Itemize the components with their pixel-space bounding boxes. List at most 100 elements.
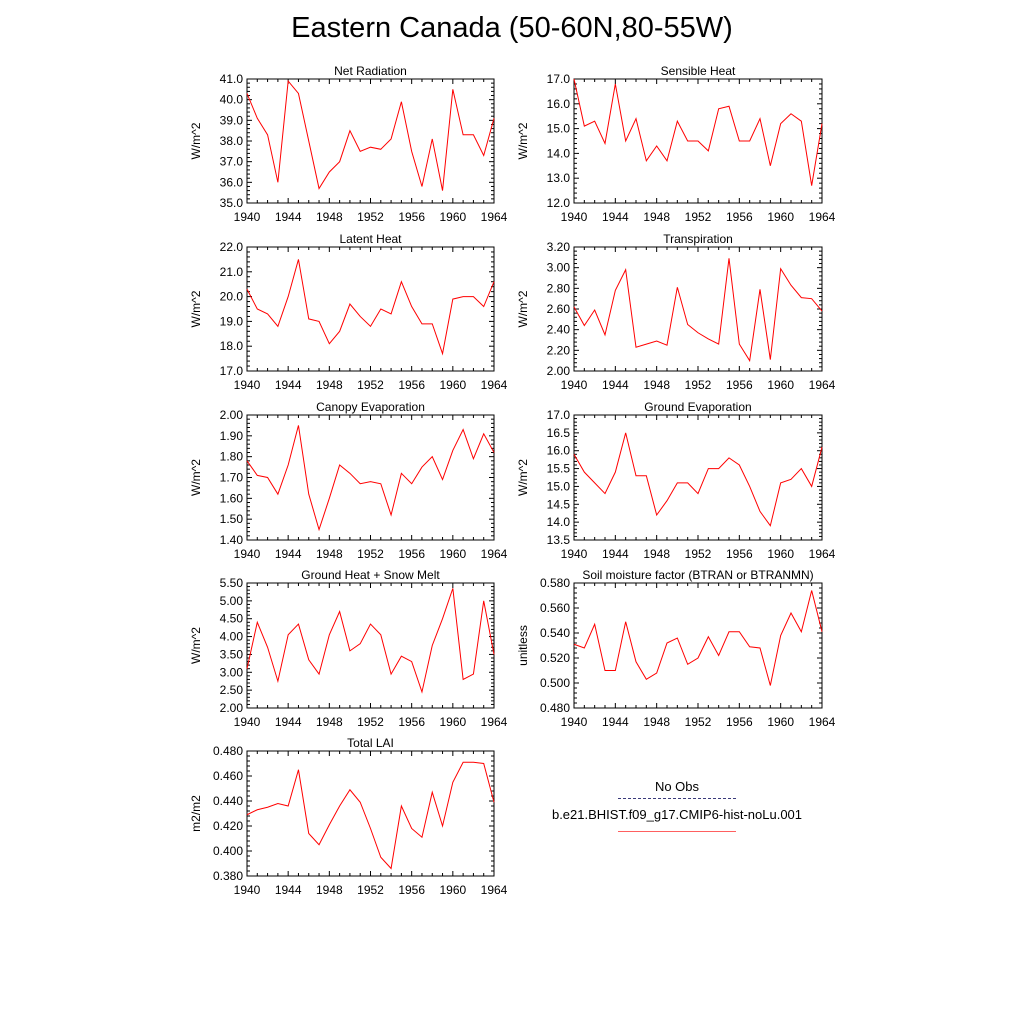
x-tick-label: 1960 — [439, 378, 466, 392]
x-tick-label: 1940 — [561, 715, 588, 729]
series-line-1 — [573, 258, 823, 363]
y-tick-label: 15.0 — [547, 122, 571, 136]
y-tick-label: 17.0 — [547, 72, 571, 86]
x-tick-label: 1964 — [481, 883, 508, 897]
panel-title: Latent Heat — [339, 232, 402, 246]
y-axis-label: W/m^2 — [189, 290, 203, 327]
y-tick-label: 0.520 — [540, 651, 570, 665]
x-tick-label: 1940 — [561, 378, 588, 392]
x-tick-label: 1948 — [316, 210, 343, 224]
x-tick-label: 1944 — [602, 715, 629, 729]
series-line-1 — [246, 425, 495, 532]
legend-obs-label: No Obs — [654, 779, 700, 794]
plot-frame — [573, 582, 823, 709]
x-tick-label: 1960 — [767, 547, 794, 561]
x-tick-label: 1952 — [685, 547, 712, 561]
y-tick-label: 2.60 — [547, 302, 571, 316]
y-tick-label: 16.5 — [547, 426, 571, 440]
x-tick-label: 1948 — [643, 715, 670, 729]
y-axis-label: W/m^2 — [189, 122, 203, 159]
figure-title: Eastern Canada (50-60N,80-55W) — [291, 12, 733, 44]
x-tick-label: 1940 — [234, 210, 261, 224]
y-tick-label: 20.0 — [220, 290, 244, 304]
panel-title: Net Radiation — [334, 64, 407, 78]
legend-obs-line — [618, 798, 736, 799]
y-tick-label: 0.500 — [540, 676, 570, 690]
y-tick-label: 36.0 — [220, 175, 244, 189]
y-tick-label: 4.50 — [220, 612, 244, 626]
x-tick-label: 1944 — [275, 378, 302, 392]
x-tick-label: 1940 — [234, 715, 261, 729]
panel-title: Total LAI — [347, 736, 394, 750]
y-tick-label: 40.0 — [220, 93, 244, 107]
y-tick-label: 18.0 — [220, 339, 244, 353]
legend: No Obs b.e21.BHIST.f09_g17.CMIP6-hist-no… — [512, 775, 842, 832]
chart-panel-2: Sensible Heat W/m^2 12.0 13.0 14.0 15.0 16.0 17… — [516, 64, 836, 224]
x-tick-label: 1964 — [481, 547, 508, 561]
y-tick-label: 19.0 — [220, 314, 244, 328]
chart-panel-8: Soil moisture factor (BTRAN or BTRANMN) u… — [516, 568, 836, 729]
x-tick-label: 1948 — [316, 378, 343, 392]
y-tick-label: 41.0 — [220, 72, 244, 86]
x-tick-label: 1952 — [357, 883, 384, 897]
x-tick-label: 1940 — [234, 547, 261, 561]
y-axis-label: W/m^2 — [516, 459, 530, 496]
y-tick-label: 2.00 — [547, 364, 571, 378]
y-tick-label: 37.0 — [220, 155, 244, 169]
y-tick-label: 0.380 — [213, 869, 243, 883]
x-tick-label: 1960 — [439, 715, 466, 729]
y-axis-label: unitless — [516, 625, 530, 666]
y-tick-label: 17.0 — [220, 364, 244, 378]
y-tick-label: 13.5 — [547, 533, 571, 547]
legend-model-label: b.e21.BHIST.f09_g17.CMIP6-hist-noLu.001 — [551, 807, 803, 822]
y-tick-label: 4.00 — [220, 630, 244, 644]
y-tick-label: 1.80 — [220, 450, 244, 464]
x-tick-label: 1960 — [767, 378, 794, 392]
x-tick-label: 1956 — [398, 715, 425, 729]
y-tick-label: 0.400 — [213, 844, 243, 858]
x-tick-label: 1944 — [602, 378, 629, 392]
chart-panel-5: Canopy Evaporation W/m^2 1.40 1.50 1.60 1.70 1… — [189, 400, 508, 561]
x-tick-label: 1944 — [275, 210, 302, 224]
series-line-1 — [246, 79, 495, 191]
y-tick-label: 0.420 — [213, 819, 243, 833]
y-tick-label: 0.580 — [540, 576, 570, 590]
y-axis-label: W/m^2 — [189, 459, 203, 496]
y-tick-label: 16.0 — [547, 444, 571, 458]
y-tick-label: 2.20 — [547, 343, 571, 357]
panel-title: Ground Evaporation — [644, 400, 751, 414]
x-tick-label: 1964 — [809, 715, 836, 729]
chart-panel-1: Net Radiation W/m^2 35.0 36.0 37.0 38.0 39.0 40… — [189, 64, 508, 224]
y-axis-label: m2/m2 — [189, 795, 203, 832]
x-tick-label: 1952 — [685, 210, 712, 224]
x-tick-label: 1948 — [643, 210, 670, 224]
y-tick-label: 2.80 — [547, 281, 571, 295]
x-tick-label: 1964 — [481, 210, 508, 224]
y-tick-label: 0.460 — [213, 769, 243, 783]
series-line-1 — [246, 761, 495, 870]
x-tick-label: 1960 — [439, 883, 466, 897]
panel-title: Ground Heat + Snow Melt — [301, 568, 440, 582]
y-tick-label: 14.0 — [547, 515, 571, 529]
y-tick-label: 3.00 — [547, 261, 571, 275]
y-tick-label: 1.90 — [220, 429, 244, 443]
x-tick-label: 1952 — [357, 715, 384, 729]
y-tick-label: 22.0 — [220, 240, 244, 254]
x-tick-label: 1956 — [398, 883, 425, 897]
x-tick-label: 1948 — [316, 715, 343, 729]
y-tick-label: 0.560 — [540, 601, 570, 615]
y-tick-label: 21.0 — [220, 265, 244, 279]
series-line-1 — [573, 432, 823, 527]
chart-panel-7: Ground Heat + Snow Melt W/m^2 2.00 2.50 3.00… — [189, 568, 508, 729]
legend-model-line — [618, 831, 736, 832]
y-tick-label: 3.50 — [220, 647, 244, 661]
x-tick-label: 1944 — [275, 715, 302, 729]
y-tick-label: 3.20 — [547, 240, 571, 254]
y-tick-label: 2.40 — [547, 323, 571, 337]
y-tick-label: 0.540 — [540, 626, 570, 640]
x-tick-label: 1960 — [439, 210, 466, 224]
panel-title: Canopy Evaporation — [316, 400, 425, 414]
y-tick-label: 5.00 — [220, 594, 244, 608]
y-tick-label: 14.5 — [547, 497, 571, 511]
